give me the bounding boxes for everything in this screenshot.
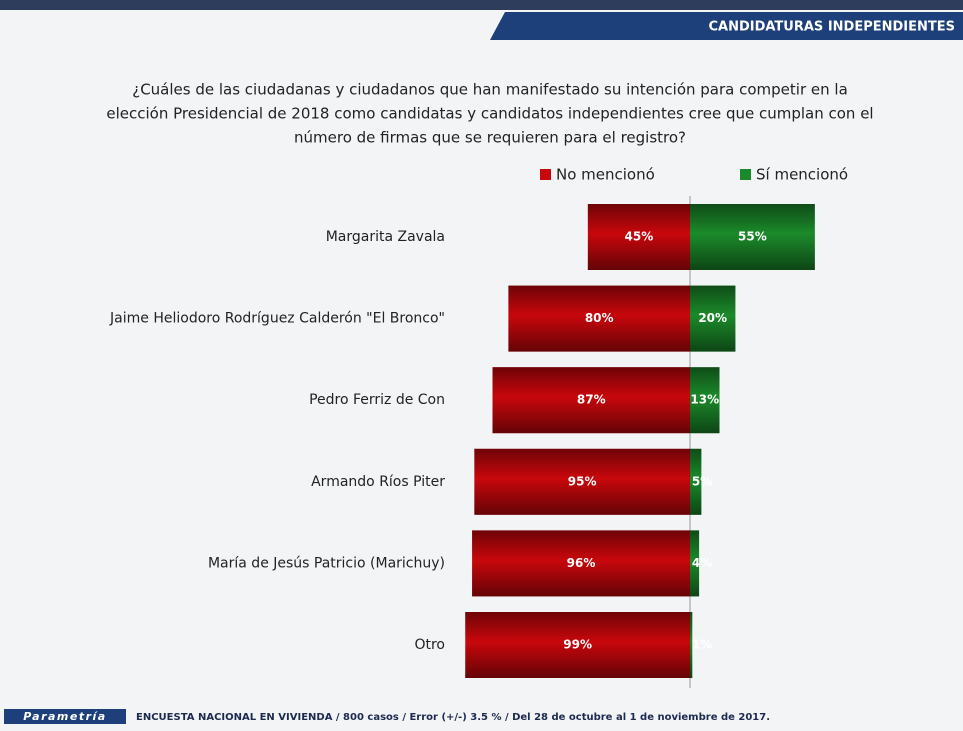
bar-shade — [690, 448, 702, 515]
bar-shade — [508, 285, 690, 352]
chart-title: ¿Cuáles de las ciudadanas y ciudadanos q… — [132, 81, 848, 99]
footer-logo: Parametría — [23, 710, 106, 723]
legend-swatch — [740, 169, 751, 180]
bar-shade — [472, 530, 690, 597]
header-section: CANDIDATURAS INDEPENDIENTES — [708, 20, 955, 35]
legend-label: No mencionó — [556, 166, 655, 184]
category-label: Pedro Ferriz de Con — [309, 392, 445, 408]
legend-label: Sí mencionó — [756, 166, 848, 184]
category-label: Otro — [414, 637, 445, 653]
bar-shade — [690, 204, 815, 270]
category-label: Armando Ríos Piter — [311, 474, 445, 490]
value-label: 4% — [692, 556, 712, 570]
bar-shade — [690, 285, 736, 352]
bar-shade — [690, 367, 720, 434]
value-label: 99% — [563, 638, 592, 652]
bar-shade — [690, 530, 700, 597]
value-label: 80% — [585, 311, 614, 325]
chart-title: número de firmas que se requieren para e… — [294, 129, 686, 147]
value-label: 13% — [690, 393, 719, 407]
value-label: 45% — [625, 230, 654, 244]
value-label: 20% — [698, 311, 727, 325]
bar-shade — [492, 367, 690, 434]
footer-logo-box — [4, 709, 126, 724]
chart-title: elección Presidencial de 2018 como candi… — [106, 105, 873, 123]
category-label: Margarita Zavala — [326, 229, 445, 245]
bar-shade — [465, 612, 690, 678]
category-label: María de Jesús Patricio (Marichuy) — [208, 555, 445, 571]
value-label: 87% — [577, 393, 606, 407]
value-label: 1% — [692, 638, 712, 652]
header-banner — [490, 12, 963, 40]
value-label: 96% — [567, 556, 596, 570]
bar-shade — [690, 612, 693, 678]
legend-swatch — [540, 169, 551, 180]
bar-shade — [474, 448, 690, 515]
value-label: 5% — [692, 474, 712, 488]
value-label: 55% — [738, 230, 767, 244]
value-label: 95% — [568, 474, 597, 488]
bar-shade — [587, 204, 690, 270]
top-band — [0, 0, 963, 10]
category-label: Jaime Heliodoro Rodríguez Calderón "El B… — [109, 311, 445, 327]
footer-note: ENCUESTA NACIONAL EN VIVIENDA / 800 caso… — [136, 712, 770, 723]
